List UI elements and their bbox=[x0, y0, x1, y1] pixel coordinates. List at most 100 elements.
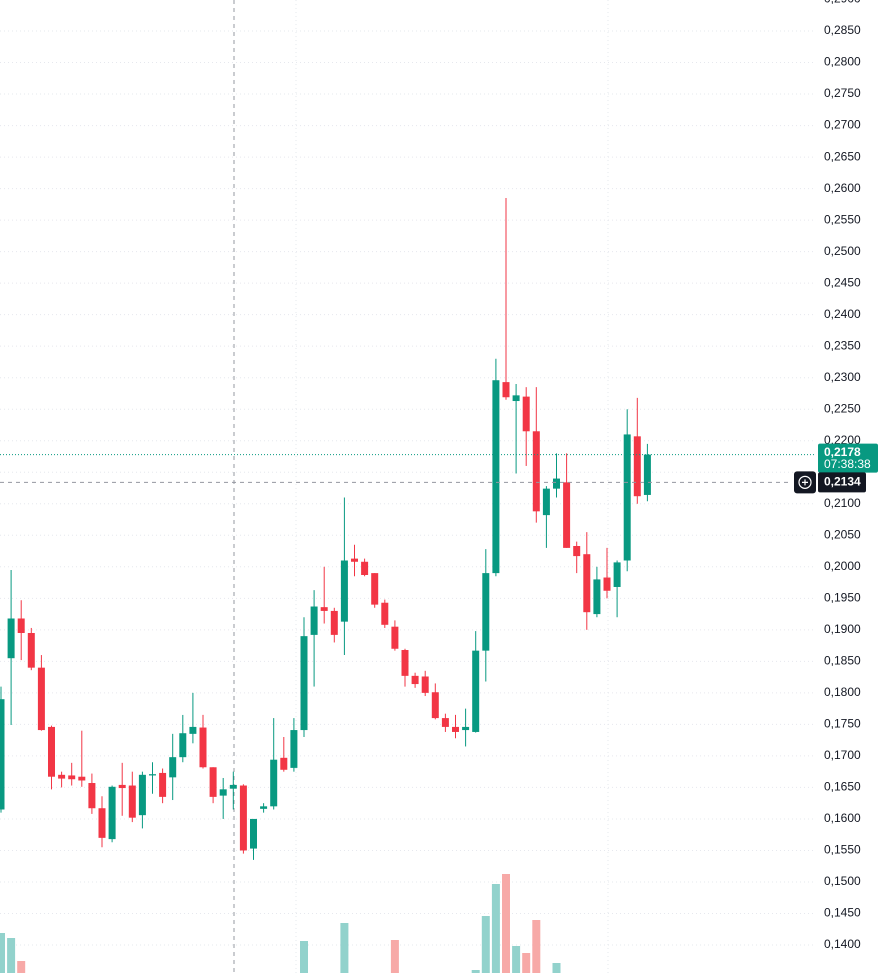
y-tick-label: 0,2850 bbox=[824, 23, 861, 37]
candle-body bbox=[593, 579, 601, 615]
candle-body bbox=[371, 573, 379, 605]
volume-bar bbox=[522, 953, 531, 973]
candle-body bbox=[149, 774, 156, 776]
volume-bar bbox=[471, 970, 480, 973]
candle-body bbox=[209, 767, 217, 797]
candle-body bbox=[270, 759, 278, 807]
crosshair-price-label: 0,2134 bbox=[824, 475, 861, 489]
candle-body bbox=[280, 757, 288, 770]
candle-body bbox=[553, 478, 560, 489]
last-price-label: 0,2178 bbox=[824, 445, 861, 459]
candle-body bbox=[48, 726, 55, 777]
y-tick-label: 0,2350 bbox=[824, 338, 861, 352]
crosshair-price-tag bbox=[818, 472, 866, 493]
y-tick-label: 0,2000 bbox=[824, 559, 861, 573]
volume-bar bbox=[491, 884, 500, 973]
candle-body bbox=[138, 774, 146, 816]
candle-body bbox=[260, 806, 268, 809]
candle-body bbox=[239, 785, 247, 851]
y-tick-label: 0,1450 bbox=[824, 906, 861, 920]
y-tick-label: 0,1950 bbox=[824, 590, 861, 604]
candle-body bbox=[563, 482, 571, 548]
y-tick-label: 0,2650 bbox=[824, 149, 861, 163]
candle-body bbox=[633, 436, 641, 497]
y-tick-label: 0,1850 bbox=[824, 654, 861, 668]
y-tick-label: 0,2900 bbox=[824, 0, 861, 6]
candle-body bbox=[613, 562, 621, 587]
candle-body bbox=[300, 636, 308, 731]
candle-body bbox=[199, 727, 207, 768]
y-tick-label: 0,2500 bbox=[824, 244, 861, 258]
candle-body bbox=[98, 808, 106, 838]
candle-body bbox=[330, 610, 338, 635]
candle-body bbox=[532, 431, 540, 512]
candle-body bbox=[320, 607, 328, 611]
candle-body bbox=[219, 789, 227, 796]
y-tick-label: 0,2700 bbox=[824, 118, 861, 132]
volume-bar bbox=[17, 961, 26, 973]
candle-body bbox=[522, 396, 530, 432]
y-tick-label: 0,1800 bbox=[824, 685, 861, 699]
y-tick-label: 0,2050 bbox=[824, 527, 861, 541]
candle-body bbox=[472, 650, 480, 732]
candle-body bbox=[189, 726, 197, 734]
volume-bar bbox=[340, 923, 349, 973]
candle-body bbox=[118, 784, 126, 789]
y-tick-label: 0,1700 bbox=[824, 748, 861, 762]
candle-body bbox=[603, 577, 611, 591]
crosshair-add-button bbox=[798, 475, 812, 489]
candle-body bbox=[361, 561, 369, 576]
candle-body bbox=[0, 699, 5, 810]
candle-body bbox=[381, 602, 389, 625]
y-tick-label: 0,1550 bbox=[824, 843, 861, 857]
candle-body bbox=[492, 380, 500, 574]
candle-body bbox=[17, 618, 25, 633]
candle-body bbox=[250, 818, 257, 849]
candle-body bbox=[512, 395, 520, 402]
candle-body bbox=[159, 772, 167, 797]
candle-body bbox=[441, 718, 449, 727]
y-tick-label: 0,2550 bbox=[824, 212, 861, 226]
candle-body bbox=[68, 775, 76, 780]
candle-body bbox=[290, 730, 298, 768]
candle-body bbox=[502, 382, 510, 398]
candle-body bbox=[542, 488, 550, 516]
candle-body bbox=[179, 733, 187, 758]
candle-body bbox=[229, 784, 237, 789]
volume-bar bbox=[7, 938, 16, 973]
candle-body bbox=[452, 726, 459, 732]
candle-body bbox=[411, 675, 419, 685]
candle-body bbox=[431, 692, 439, 719]
candle-body bbox=[391, 626, 399, 649]
y-tick-label: 0,2600 bbox=[824, 181, 861, 195]
candle-body bbox=[58, 774, 66, 779]
candle-body bbox=[27, 632, 35, 668]
candle-body bbox=[351, 558, 358, 562]
candle-body bbox=[310, 606, 318, 635]
candle-body bbox=[37, 667, 45, 731]
candle-body bbox=[340, 560, 348, 622]
candle-body bbox=[7, 618, 15, 659]
volume-bar bbox=[0, 933, 5, 973]
candle-body bbox=[482, 573, 490, 651]
y-tick-label: 0,2400 bbox=[824, 307, 861, 321]
volume-bar bbox=[481, 916, 490, 973]
y-tick-label: 0,1400 bbox=[824, 937, 861, 951]
candle-body bbox=[462, 726, 470, 731]
y-tick-label: 0,2100 bbox=[824, 496, 861, 510]
y-tick-label: 0,1500 bbox=[824, 874, 861, 888]
volume-bar bbox=[502, 874, 510, 973]
volume-bar bbox=[512, 946, 521, 973]
candle-body bbox=[88, 783, 96, 809]
y-tick-label: 0,2800 bbox=[824, 55, 861, 69]
candle-body bbox=[583, 554, 591, 613]
y-tick-label: 0,1750 bbox=[824, 717, 861, 731]
y-tick-label: 0,2250 bbox=[824, 401, 861, 415]
volume-bar bbox=[532, 920, 541, 973]
candle-body bbox=[401, 650, 409, 676]
volume-bar bbox=[300, 941, 308, 973]
y-tick-label: 0,1600 bbox=[824, 811, 861, 825]
candle-body bbox=[643, 454, 651, 495]
crosshair-add-icon bbox=[802, 479, 808, 486]
